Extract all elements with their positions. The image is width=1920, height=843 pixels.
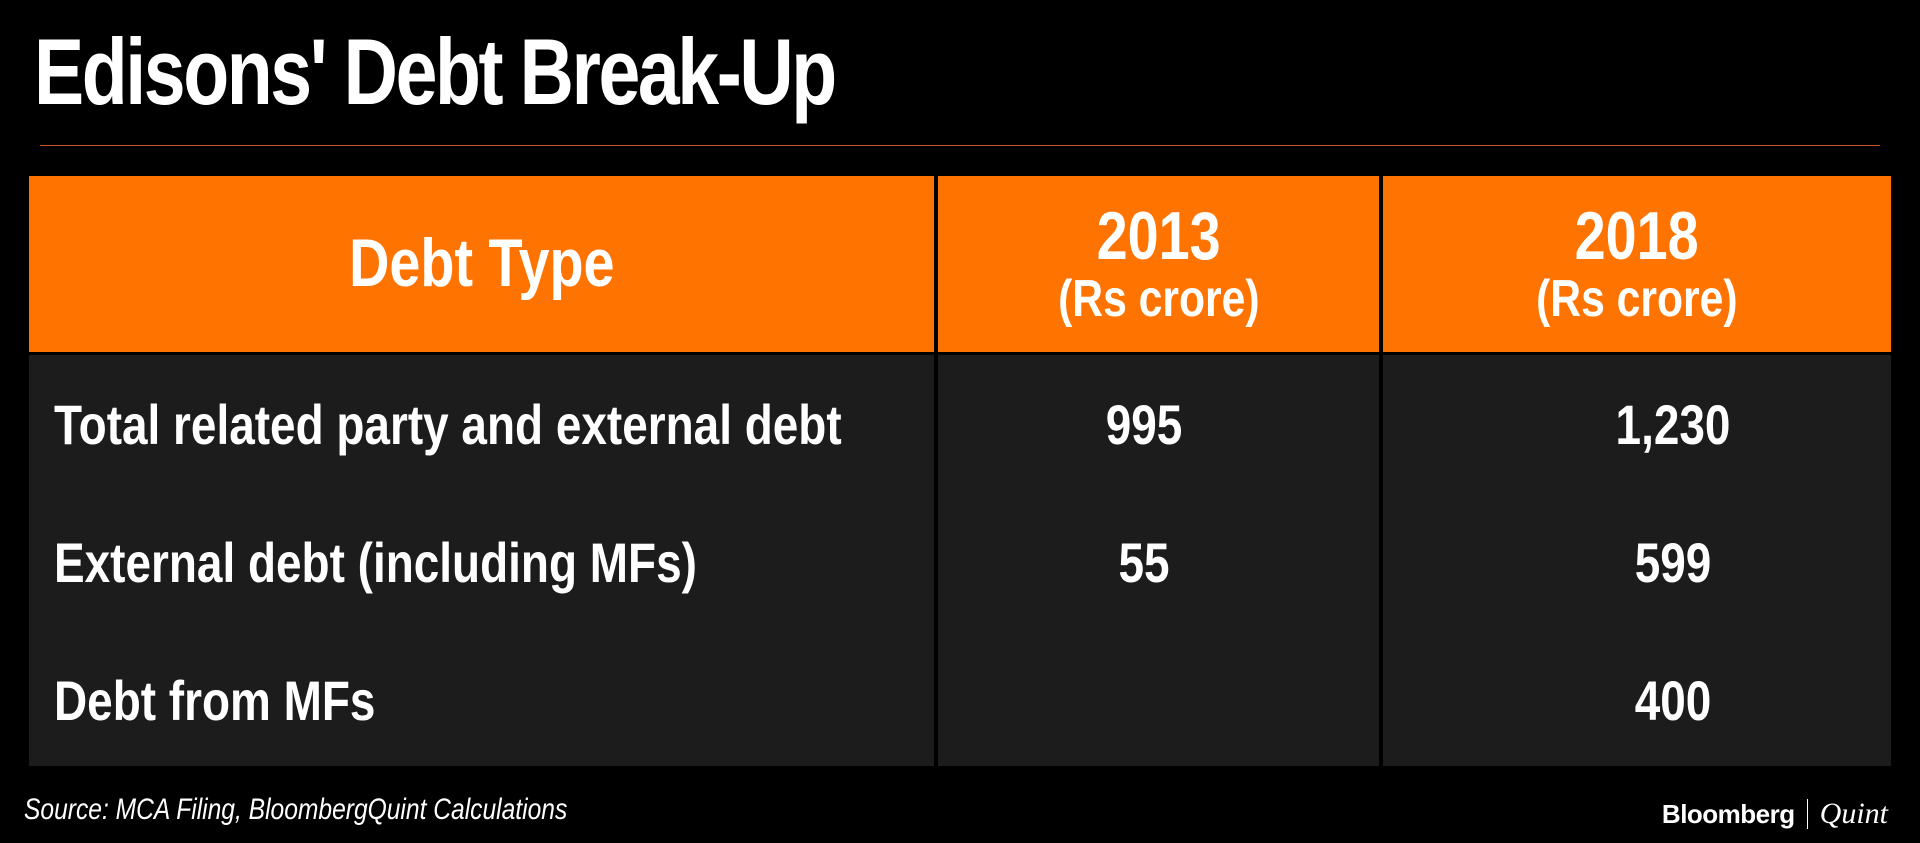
value-2018-external-debt: 599 xyxy=(1634,531,1712,594)
header-year: 2013 xyxy=(1096,198,1221,274)
header-unit: (Rs crore) xyxy=(1057,270,1260,329)
header-year: 2018 xyxy=(1574,198,1700,274)
value-2013-total-debt: 995 xyxy=(1105,393,1183,456)
header-2013: 2013 (Rs crore) xyxy=(938,176,1379,352)
body-column-2018 xyxy=(1383,355,1891,766)
header-2018: 2018 (Rs crore) xyxy=(1383,176,1891,352)
header-label: Debt Type xyxy=(348,225,615,302)
header-unit: (Rs crore) xyxy=(1536,270,1738,329)
row-label-external-debt: External debt (including MFs) xyxy=(54,531,697,594)
body-column-debt-type xyxy=(29,355,934,766)
header-debt-type: Debt Type xyxy=(29,176,934,352)
debt-table: Debt Type 2013 (Rs crore) 2018 (Rs crore… xyxy=(29,176,1891,766)
row-label-mf-debt: Debt from MFs xyxy=(54,669,376,732)
body-column-2013 xyxy=(938,355,1379,766)
logo-divider xyxy=(1806,799,1808,829)
chart-title: Edisons' Debt Break-Up xyxy=(34,19,837,124)
source-note: Source: MCA Filing, BloombergQuint Calcu… xyxy=(24,793,568,826)
logo-brand: Bloomberg xyxy=(1661,798,1795,829)
value-2013-external-debt: 55 xyxy=(1118,531,1170,594)
title-divider xyxy=(40,145,1880,146)
value-2018-total-debt: 1,230 xyxy=(1615,393,1731,456)
logo-partner: Quint xyxy=(1819,797,1888,830)
bloombergquint-logo: Bloomberg Quint xyxy=(1662,795,1888,833)
row-label-total-debt: Total related party and external debt xyxy=(54,393,842,456)
value-2018-mf-debt: 400 xyxy=(1634,669,1712,732)
